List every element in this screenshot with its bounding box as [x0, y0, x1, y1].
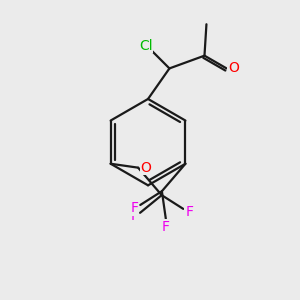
Text: F: F [130, 209, 138, 223]
Text: O: O [140, 161, 152, 175]
Text: F: F [162, 220, 170, 234]
Text: Cl: Cl [139, 39, 152, 52]
Text: F: F [185, 205, 193, 219]
Text: O: O [228, 61, 239, 75]
Text: F: F [130, 201, 138, 215]
